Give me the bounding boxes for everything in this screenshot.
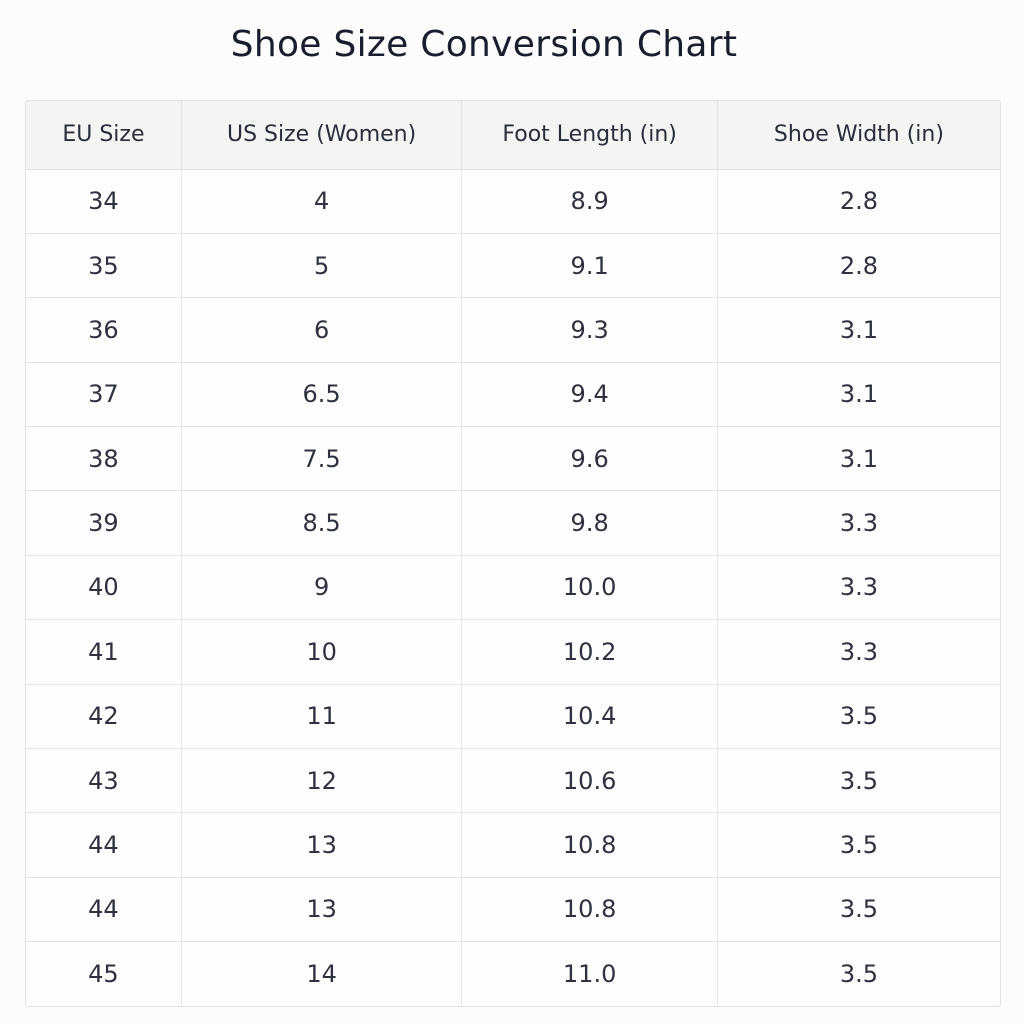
foot-length-cell: 10.0 (461, 555, 718, 621)
header-eu-size: EU Size (26, 101, 182, 170)
header-row: EU Size US Size (Women) Foot Length (in)… (26, 101, 1000, 170)
us-size-cell: 13 (181, 877, 463, 943)
shoe-width-cell: 3.1 (717, 297, 1000, 363)
foot-length-cell: 9.8 (461, 490, 718, 556)
table-row: 43 12 10.6 3.5 (26, 748, 1000, 814)
us-size-cell: 11 (181, 684, 463, 749)
table-row: 34 4 8.9 2.8 (26, 169, 1000, 234)
table-body: 34 4 8.9 2.8 35 5 9.1 2.8 36 6 9.3 3.1 37 6.5 9.4 3.1 38… (26, 169, 1000, 1006)
shoe-width-cell: 2.8 (717, 233, 1000, 299)
shoe-width-cell: 3.3 (717, 490, 1000, 556)
us-size-cell: 14 (181, 941, 463, 1006)
size-conversion-table: EU Size US Size (Women) Foot Length (in)… (26, 101, 1000, 1006)
us-size-cell: 6 (181, 297, 463, 363)
table-row: 38 7.5 9.6 3.1 (26, 426, 1000, 492)
header-shoe-width: Shoe Width (in) (717, 101, 1000, 170)
table-row: 36 6 9.3 3.1 (26, 297, 1000, 363)
foot-length-cell: 10.6 (461, 748, 718, 814)
shoe-width-cell: 3.5 (717, 684, 1000, 749)
eu-size-cell: 43 (26, 748, 182, 814)
foot-length-cell: 9.4 (461, 362, 718, 428)
foot-length-cell: 10.8 (461, 812, 718, 878)
us-size-cell: 8.5 (181, 490, 463, 556)
table-row: 44 13 10.8 3.5 (26, 812, 1000, 878)
us-size-cell: 10 (181, 619, 463, 685)
us-size-cell: 13 (181, 812, 463, 878)
shoe-width-cell: 3.5 (717, 748, 1000, 814)
eu-size-cell: 36 (26, 297, 182, 363)
table-header: EU Size US Size (Women) Foot Length (in)… (26, 101, 1000, 170)
eu-size-cell: 37 (26, 362, 182, 428)
table-row: 37 6.5 9.4 3.1 (26, 362, 1000, 428)
us-size-cell: 6.5 (181, 362, 463, 428)
shoe-width-cell: 3.3 (717, 619, 1000, 685)
foot-length-cell: 10.2 (461, 619, 718, 685)
eu-size-cell: 34 (26, 169, 182, 234)
eu-size-cell: 35 (26, 233, 182, 299)
shoe-width-cell: 3.5 (717, 812, 1000, 878)
size-table-container: EU Size US Size (Women) Foot Length (in)… (25, 100, 1001, 1007)
table-row: 39 8.5 9.8 3.3 (26, 490, 1000, 556)
foot-length-cell: 10.4 (461, 684, 718, 749)
page-title: Shoe Size Conversion Chart (230, 24, 738, 65)
eu-size-cell: 38 (26, 426, 182, 492)
table-row: 41 10 10.2 3.3 (26, 619, 1000, 685)
foot-length-cell: 10.8 (461, 877, 718, 943)
us-size-cell: 4 (181, 169, 463, 234)
shoe-width-cell: 2.8 (717, 169, 1000, 234)
eu-size-cell: 39 (26, 490, 182, 556)
foot-length-cell: 9.3 (461, 297, 718, 363)
eu-size-cell: 45 (26, 941, 182, 1006)
table-row: 40 9 10.0 3.3 (26, 555, 1000, 621)
table-row: 42 11 10.4 3.5 (26, 684, 1000, 749)
eu-size-cell: 44 (26, 812, 182, 878)
shoe-width-cell: 3.5 (839, 960, 879, 988)
us-size-cell: 9 (181, 555, 463, 621)
table-row: 44 13 10.8 3.5 (26, 877, 1000, 943)
eu-size-cell: 40 (26, 555, 182, 621)
us-size-cell: 12 (181, 748, 463, 814)
foot-length-cell: 11.0 (461, 941, 718, 1006)
shoe-width-cell: 3.1 (717, 362, 1000, 428)
header-foot-length: Foot Length (in) (461, 101, 718, 170)
shoe-width-cell: 3.5 (717, 877, 1000, 943)
foot-length-cell: 8.9 (461, 169, 718, 234)
shoe-width-cell: 3.3 (717, 555, 1000, 621)
eu-size-cell: 44 (26, 877, 182, 943)
shoe-width-cell: 3.1 (717, 426, 1000, 492)
eu-size-cell: 42 (26, 684, 182, 749)
foot-length-cell: 9.6 (461, 426, 718, 492)
foot-length-cell: 9.1 (461, 233, 718, 299)
header-us-size-women: US Size (Women) (181, 101, 463, 170)
table-row: 45 14 11.0 3.5 (26, 941, 1000, 1006)
table-row: 35 5 9.1 2.8 (26, 233, 1000, 299)
us-size-cell: 5 (181, 233, 463, 299)
eu-size-cell: 41 (26, 619, 182, 685)
us-size-cell: 7.5 (181, 426, 463, 492)
